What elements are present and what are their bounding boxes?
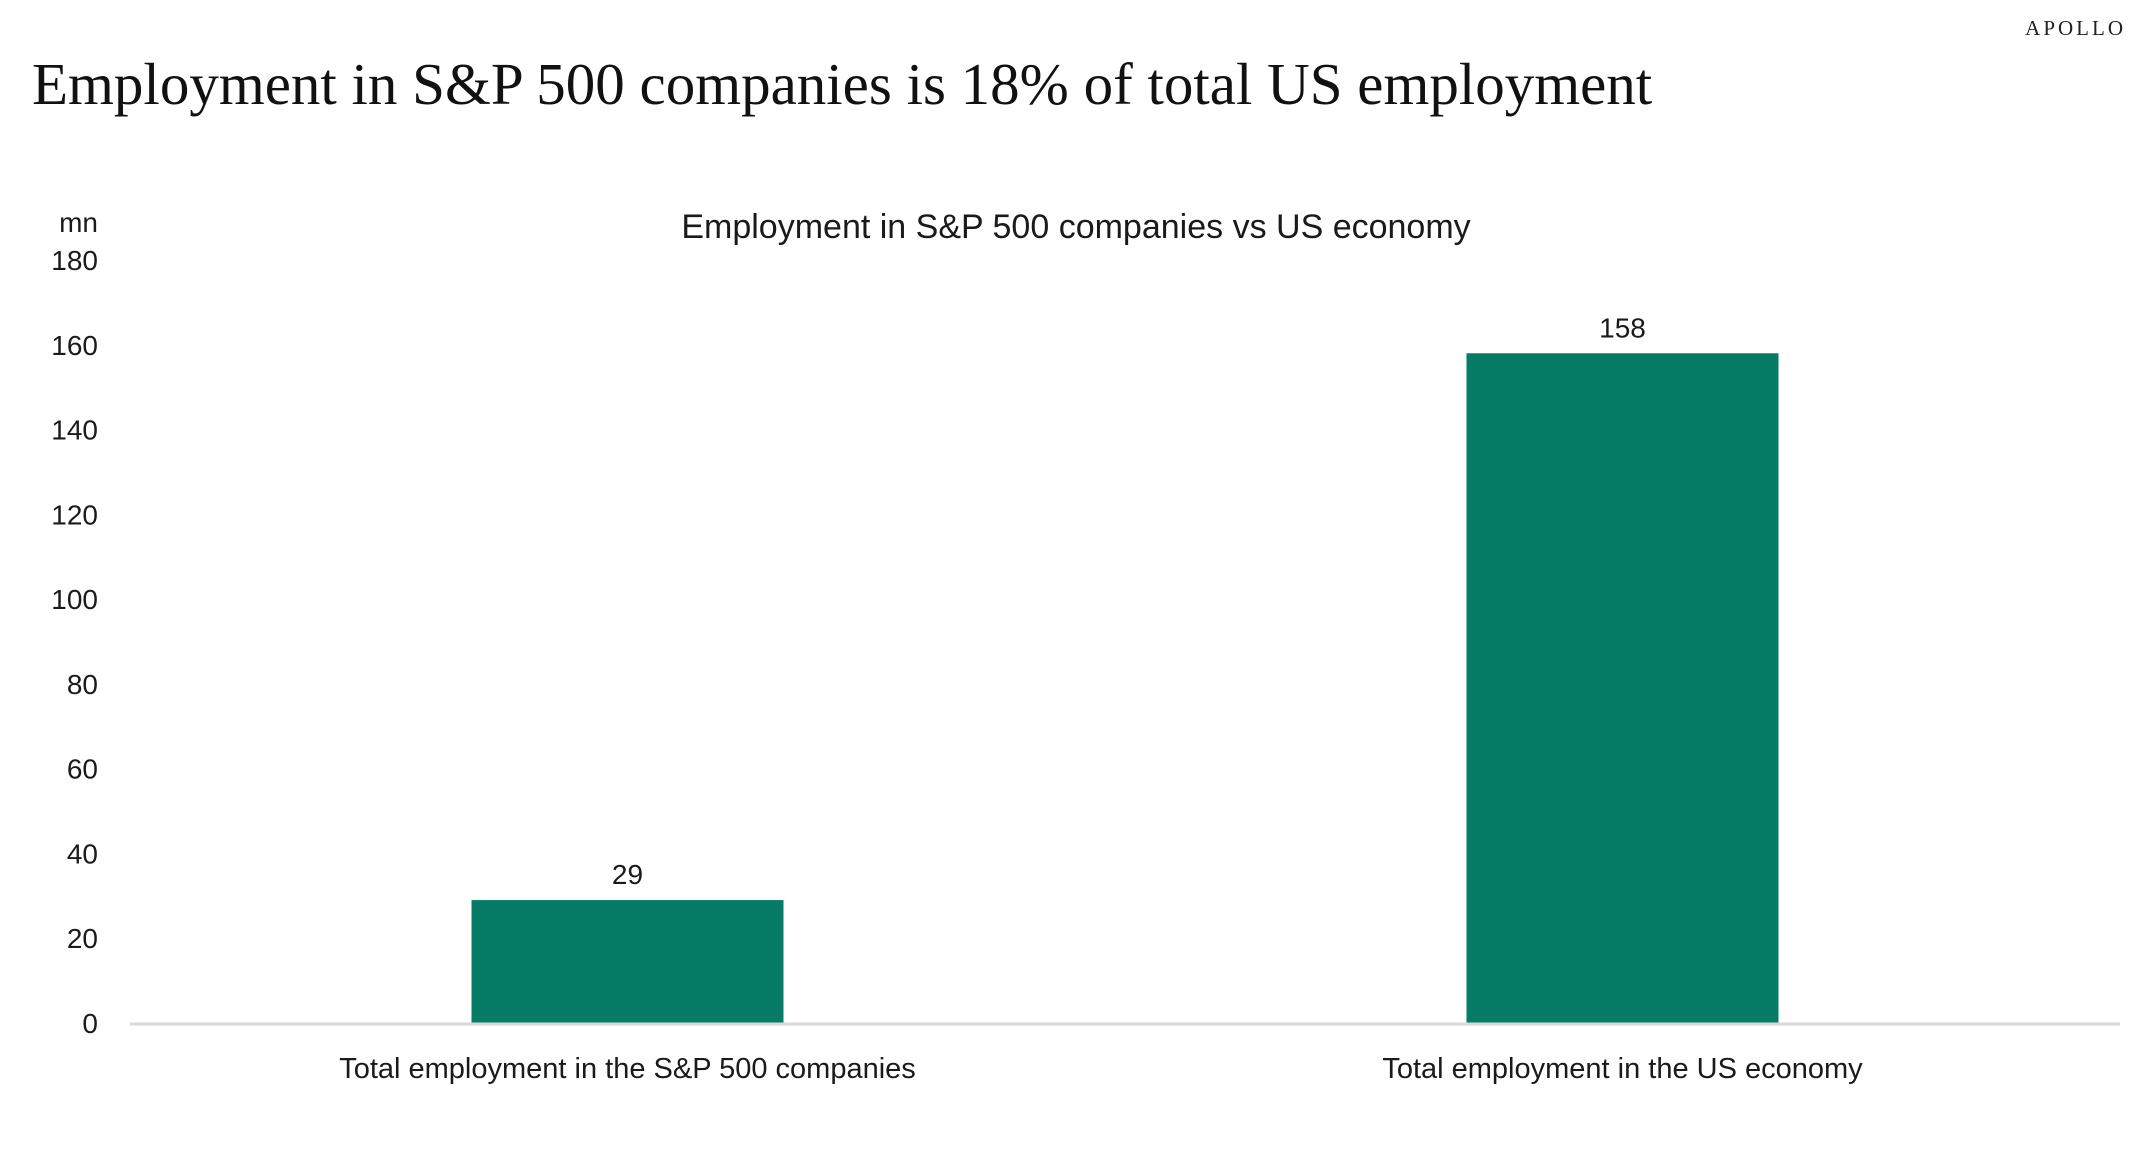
x-axis-categories: Total employment in the S&P 500 companie… — [339, 1053, 1863, 1085]
brand-logo: APOLLO — [2025, 16, 2126, 40]
x-category-label: Total employment in the S&P 500 companie… — [339, 1053, 916, 1085]
y-axis-unit-label: mn — [59, 207, 98, 238]
y-tick-label: 0 — [82, 1008, 98, 1039]
chart-title: Employment in S&P 500 companies vs US ec… — [681, 208, 1470, 246]
y-tick-label: 120 — [51, 499, 98, 530]
y-tick-label: 20 — [67, 923, 98, 954]
y-tick-label: 180 — [51, 245, 98, 276]
data-labels: 29 158 — [612, 312, 1646, 890]
page-title: Employment in S&P 500 companies is 18% o… — [32, 51, 1653, 117]
y-tick-label: 80 — [67, 669, 98, 700]
y-tick-label: 100 — [51, 584, 98, 615]
y-tick-label: 140 — [51, 415, 98, 446]
data-label: 29 — [612, 859, 643, 890]
y-tick-label: 160 — [51, 330, 98, 361]
bar — [1466, 353, 1779, 1023]
y-axis-ticks: 0 20 40 60 80 100 120 140 160 180 — [51, 245, 98, 1039]
x-category-label: Total employment in the US economy — [1382, 1053, 1863, 1085]
data-label: 158 — [1599, 312, 1646, 343]
bars — [471, 353, 1779, 1023]
y-tick-label: 40 — [67, 838, 98, 869]
bar — [471, 900, 784, 1023]
y-tick-label: 60 — [67, 754, 98, 785]
